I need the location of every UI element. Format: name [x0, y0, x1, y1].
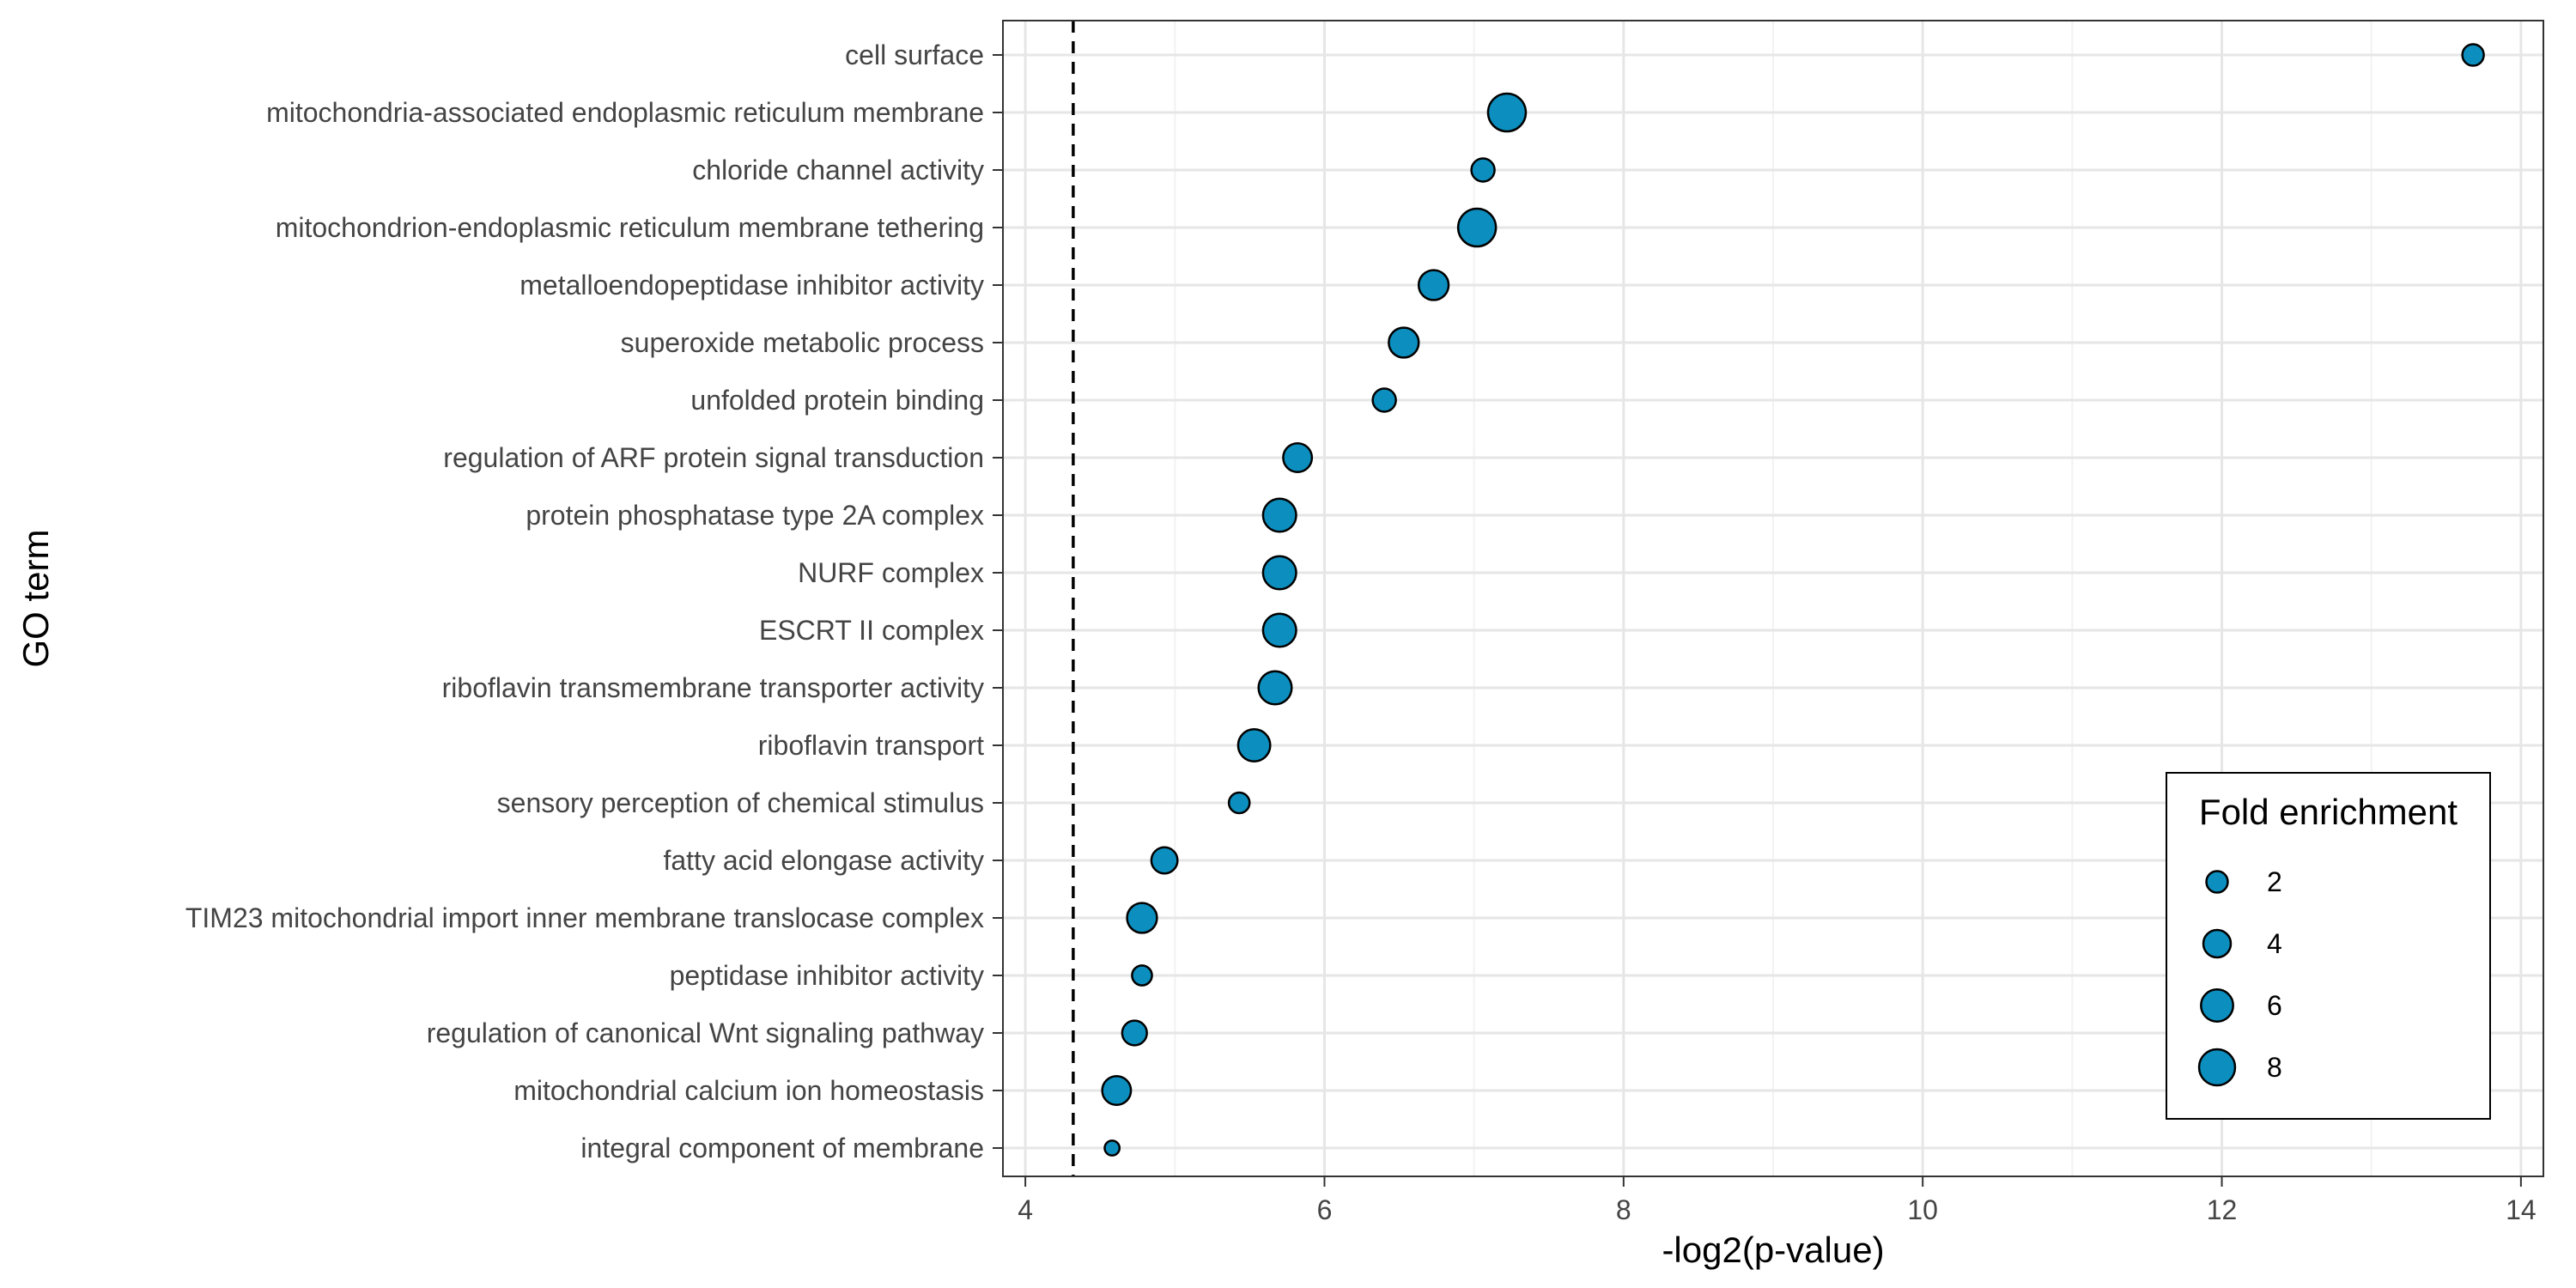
y-tick-label: integral component of membrane	[580, 1133, 984, 1163]
data-point	[1121, 1019, 1148, 1047]
legend-label: 6	[2267, 990, 2282, 1021]
y-tick-label: TIM23 mitochondrial import inner membran…	[185, 902, 984, 933]
y-tick-label: regulation of canonical Wnt signaling pa…	[427, 1018, 984, 1048]
y-axis: cell surface mitochondria-associated endo…	[185, 39, 1003, 1163]
data-point	[1236, 728, 1272, 762]
data-point	[1486, 92, 1528, 133]
data-point	[1261, 612, 1297, 648]
legend-label: 8	[2267, 1052, 2282, 1083]
legend-key	[2202, 928, 2233, 959]
y-tick-label: sensory perception of chemical stimulus	[497, 787, 984, 818]
y-tick-label: cell surface	[845, 39, 984, 70]
y-tick-label: protein phosphatase type 2A complex	[526, 500, 984, 531]
data-point	[1227, 791, 1251, 815]
data-point	[1282, 442, 1314, 473]
data-point	[1101, 1075, 1133, 1106]
x-tick-label: 10	[1907, 1194, 1938, 1225]
y-tick-label: unfolded protein binding	[690, 385, 984, 416]
legend-key	[2200, 988, 2234, 1023]
y-tick-label: mitochondrial calcium ion homeostasis	[513, 1075, 984, 1106]
y-tick-label: fatty acid elongase activity	[663, 845, 984, 876]
y-tick-label: peptidase inhibitor activity	[670, 960, 984, 991]
y-tick-label: mitochondrion-endoplasmic reticulum memb…	[276, 212, 984, 243]
y-tick-label: mitochondria-associated endoplasmic reti…	[266, 97, 984, 128]
y-tick-label: superoxide metabolic process	[621, 327, 984, 358]
x-axis: 4 6 8 10 12 14	[1018, 1176, 2537, 1225]
data-point	[1371, 387, 1397, 413]
y-tick-label: chloride channel activity	[692, 155, 984, 185]
data-point	[1150, 846, 1179, 875]
y-tick-label: NURF complex	[798, 557, 984, 588]
legend-label: 4	[2267, 928, 2282, 959]
data-point	[1388, 326, 1420, 359]
y-tick-label: regulation of ARF protein signal transdu…	[443, 442, 984, 473]
data-point	[1417, 269, 1450, 301]
legend: Fold enrichment 2 4 6 8	[2166, 772, 2491, 1120]
data-point	[1456, 207, 1498, 248]
data-point	[1131, 964, 1153, 987]
y-axis-title: GO term	[15, 529, 56, 667]
legend-title: Fold enrichment	[2199, 792, 2458, 832]
data-point	[1261, 555, 1297, 591]
y-tick-label: riboflavin transmembrane transporter act…	[442, 672, 984, 703]
points	[1101, 43, 2485, 1157]
legend-label: 2	[2267, 866, 2282, 897]
x-tick-label: 4	[1018, 1194, 1033, 1225]
legend-items: 2 4 6 8	[2197, 866, 2282, 1087]
legend-key	[2205, 870, 2229, 894]
data-point	[1257, 670, 1293, 706]
panel-border	[1002, 20, 2544, 1177]
y-tick-label: riboflavin transport	[758, 730, 984, 761]
data-point	[2461, 43, 2485, 67]
x-tick-label: 14	[2506, 1194, 2537, 1225]
x-tick-label: 12	[2207, 1194, 2238, 1225]
y-tick-label: ESCRT II complex	[759, 615, 984, 646]
data-point	[1470, 157, 1496, 183]
x-tick-label: 6	[1317, 1194, 1333, 1225]
data-point	[1103, 1139, 1121, 1157]
x-axis-title: -log2(p-value)	[1662, 1230, 1884, 1270]
x-tick-label: 8	[1616, 1194, 1631, 1225]
y-tick-label: metalloendopeptidase inhibitor activity	[519, 270, 984, 301]
legend-key	[2197, 1048, 2237, 1087]
data-point	[1126, 902, 1158, 934]
data-point	[1261, 497, 1297, 533]
